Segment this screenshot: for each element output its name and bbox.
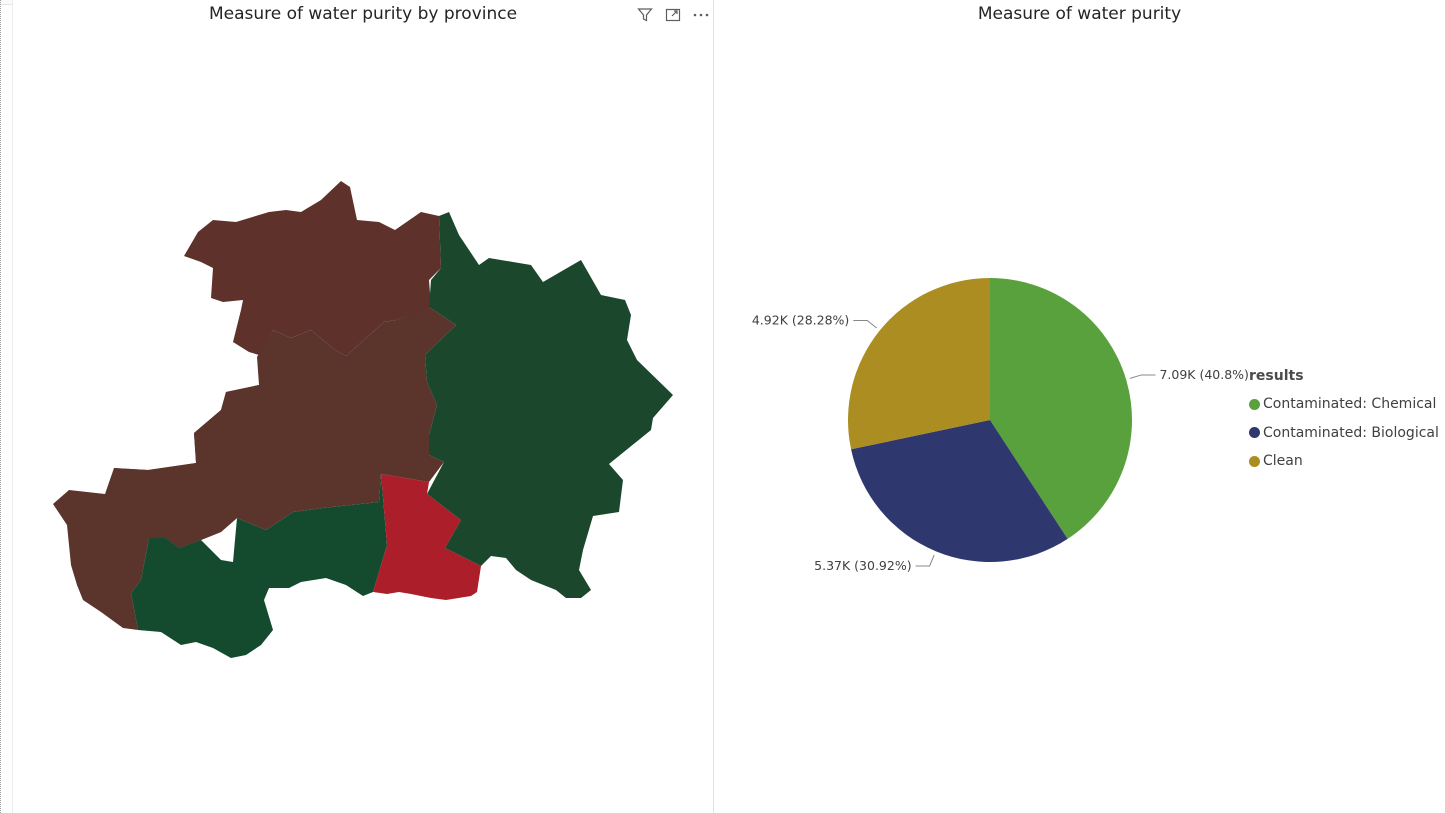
province-map: [53, 181, 673, 658]
legend-title: results: [1249, 368, 1304, 384]
legend-dot: [1249, 398, 1260, 410]
map-region-south[interactable]: [131, 474, 387, 658]
pie-slice-clean[interactable]: [848, 278, 990, 450]
map-visual-title: Measure of water purity by province: [208, 4, 518, 24]
map-region-southcentral[interactable]: [373, 474, 481, 600]
pie-slice-chemical[interactable]: [990, 278, 1132, 539]
pie-chart: 7.09K (40.8%) 5.37K (30.92%) 4.92K (28.28%…: [752, 278, 1249, 573]
pie-legend: results Contaminated: Chemical Contamina…: [1249, 368, 1439, 476]
visual-header-icons: [636, 6, 710, 24]
map-region-east[interactable]: [425, 212, 673, 598]
pie-visual[interactable]: Measure of water purity 7.09K (40.8%) 5.3…: [714, 0, 1445, 813]
map-region-north[interactable]: [184, 181, 441, 356]
leader-line: [1129, 374, 1156, 379]
map-visual[interactable]: Measure of water purity by province: [12, 0, 714, 813]
legend-label: Contaminated: Chemical: [1263, 396, 1437, 413]
leader-line: [853, 319, 877, 329]
legend-label: Contaminated: Biological: [1263, 424, 1439, 441]
more-options-icon[interactable]: [692, 6, 710, 24]
legend-dot: [1249, 455, 1260, 467]
legend-item-biological[interactable]: Contaminated: Biological: [1249, 419, 1439, 448]
pie-slice-biological[interactable]: [851, 420, 1068, 562]
focus-mode-icon[interactable]: [664, 6, 682, 24]
leader-line: [915, 554, 935, 567]
legend-label: Clean: [1263, 453, 1303, 470]
legend-dot: [1249, 427, 1260, 439]
legend-item-clean[interactable]: Clean: [1249, 447, 1439, 476]
data-label-chemical: 7.09K (40.8%): [1159, 367, 1248, 382]
map-region-southwest[interactable]: [53, 385, 259, 630]
pie-visual-title: Measure of water purity: [977, 4, 1182, 24]
data-label-clean: 4.92K (28.28%): [752, 312, 849, 327]
page-left-border: [0, 0, 2, 813]
data-label-biological: 5.37K (30.92%): [814, 558, 911, 573]
filter-icon[interactable]: [636, 6, 654, 24]
legend-item-chemical[interactable]: Contaminated: Chemical: [1249, 390, 1439, 419]
